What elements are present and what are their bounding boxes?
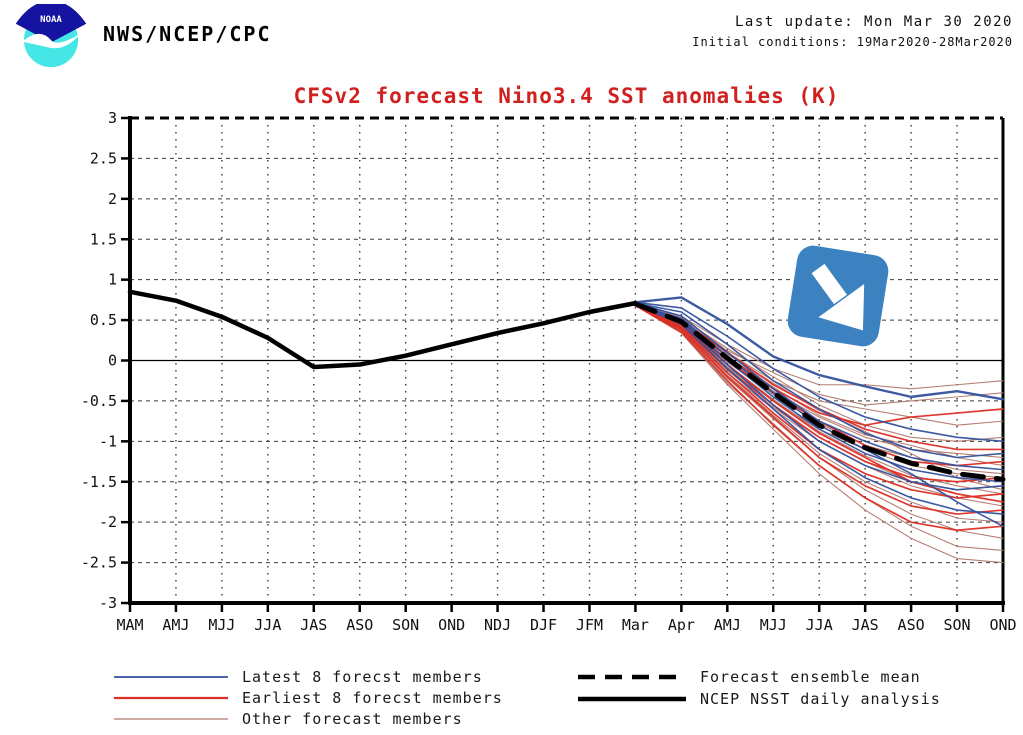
ensemble-member-line-latest [634, 301, 1004, 443]
noaa-logo-bird [22, 33, 81, 49]
x-tick-label: ASO [346, 616, 373, 634]
x-tick-label: JJA [254, 616, 281, 634]
legend-line-earliest8 [114, 696, 228, 699]
legend-line-other [114, 717, 228, 720]
y-tick-label: 1 [108, 271, 117, 289]
y-tick-label: 3 [108, 109, 117, 127]
ensemble-member-line-earliest [634, 303, 1004, 483]
noaa-logo-text: NOAA [40, 15, 62, 25]
x-tick-label: SON [944, 616, 971, 634]
ensemble-member-line-latest [634, 303, 1004, 515]
ensemble-member-line-other [634, 304, 1004, 564]
legend-item-latest8: Latest 8 forecst members [112, 666, 503, 687]
ensemble-member-line-latest [634, 302, 1004, 471]
legend-label-earliest8: Earliest 8 forecst members [242, 688, 503, 707]
x-tick-label: Mar [622, 616, 649, 634]
arrow-shaft [811, 263, 847, 305]
x-tick-label: OND [989, 616, 1016, 634]
y-tick-label: -1.5 [81, 473, 117, 491]
x-tick-label: Apr [668, 616, 695, 634]
y-tick-label: -2.5 [81, 554, 117, 572]
x-tick-label: MJJ [760, 616, 787, 634]
initial-conditions-text: Initial conditions: 19Mar2020-28Mar2020 [692, 35, 1013, 49]
chart-title: CFSv2 forecast Nino3.4 SST anomalies (K) [293, 84, 840, 108]
legend-members: Latest 8 forecst members Earliest 8 fore… [112, 666, 503, 729]
x-tick-label: MJJ [208, 616, 235, 634]
x-tick-label: DJF [530, 616, 557, 634]
x-tick-label: SON [392, 616, 419, 634]
x-tick-label: OND [438, 616, 465, 634]
legend-summary: Forecast ensemble mean NCEP NSST daily a… [576, 666, 941, 710]
x-tick-label: ASO [898, 616, 925, 634]
x-tick-label: AMJ [162, 616, 189, 634]
legend-item-nsst-analysis: NCEP NSST daily analysis [576, 688, 941, 710]
y-tick-label: -3 [99, 594, 117, 612]
legend-item-ensemble-mean: Forecast ensemble mean [576, 666, 941, 688]
ensemble-member-line-latest [634, 296, 1005, 401]
x-tick-label: JJA [806, 616, 833, 634]
ensemble-mean-line [632, 301, 1006, 482]
legend-line-ensemble-mean [578, 674, 686, 680]
x-tick-label: AMJ [714, 616, 741, 634]
nsst-analysis-line [127, 289, 638, 370]
legend-line-nsst-analysis [578, 696, 686, 702]
y-tick-label: 0.5 [90, 311, 117, 329]
y-tick-label: -0.5 [81, 392, 117, 410]
arrow-head-down-right-icon [818, 283, 865, 331]
y-tick-label: 2.5 [90, 149, 117, 167]
x-tick-label: NDJ [484, 616, 511, 634]
legend-label-ensemble-mean: Forecast ensemble mean [700, 668, 921, 686]
ensemble-member-line-earliest [634, 304, 1004, 515]
legend-item-earliest8: Earliest 8 forecst members [112, 687, 503, 708]
ensemble-member-line-other [634, 302, 1004, 390]
noaa-logo: NOAA [15, 4, 87, 68]
highlight-arrow-badge [787, 245, 889, 347]
y-tick-label: 2 [108, 190, 117, 208]
y-tick-label: -1 [99, 432, 117, 450]
x-tick-label: JFM [576, 616, 603, 634]
agency-title: NWS/NCEP/CPC [103, 22, 272, 46]
x-tick-label: JAS [852, 616, 879, 634]
legend-label-latest8: Latest 8 forecst members [242, 667, 483, 686]
last-update-text: Last update: Mon Mar 30 2020 [734, 14, 1013, 30]
x-tick-label: MAM [116, 616, 143, 634]
legend-label-other: Other forecast members [242, 709, 463, 728]
legend-label-nsst-analysis: NCEP NSST daily analysis [700, 690, 941, 708]
legend-item-other: Other forecast members [112, 708, 503, 729]
noaa-logo-fan [15, 4, 87, 43]
x-tick-label: JAS [300, 616, 327, 634]
ensemble-member-line-earliest [634, 304, 1004, 532]
y-tick-label: 0 [108, 352, 117, 370]
ensemble-member-line-latest [634, 302, 1004, 459]
y-tick-label: 1.5 [90, 230, 117, 248]
legend-line-latest8 [114, 675, 228, 678]
y-tick-label: -2 [99, 513, 117, 531]
